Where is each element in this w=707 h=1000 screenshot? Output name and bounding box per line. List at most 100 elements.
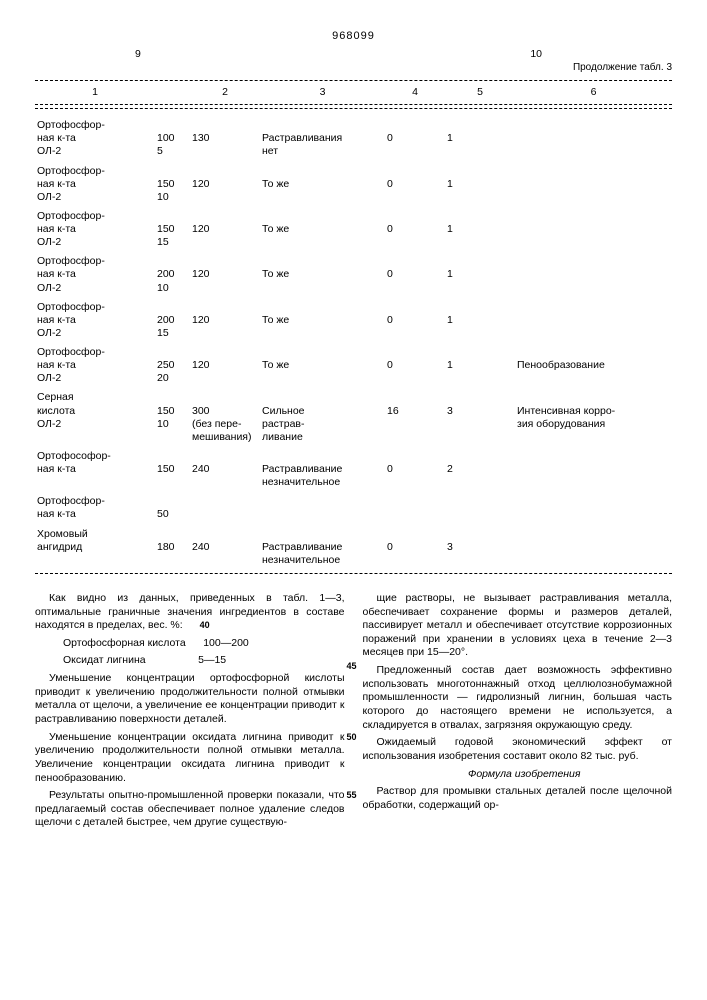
table-cell: Ортофосфор-ная к-таОЛ-2 xyxy=(35,165,155,204)
table-cell: 50 xyxy=(155,495,190,521)
table-row: Хромовыйангидрид180240Растравливаниенезн… xyxy=(35,528,672,567)
para-r3: Ожидаемый годовой экономический эффект о… xyxy=(363,736,673,763)
left-column: Как видно из данных, приведенных в табл.… xyxy=(35,592,345,834)
page-num-left: 9 xyxy=(135,48,141,61)
table-cell: 180 xyxy=(155,528,190,567)
table-cell: Растравливаниенезначительное xyxy=(260,450,385,489)
row-spec-1: Ортофосфорная кислота 100—200 xyxy=(35,637,345,651)
table-cell: 0 xyxy=(385,528,445,567)
table-cell: 1 xyxy=(445,255,515,294)
table-cell: 120 xyxy=(190,301,260,340)
table-cell: 16 xyxy=(385,391,445,444)
col-1: 1 xyxy=(35,86,155,99)
table-cell: СернаякислотаОЛ-2 xyxy=(35,391,155,444)
table-cell: То же xyxy=(260,346,385,385)
table-cell: 0 xyxy=(385,301,445,340)
table-cell: 120 xyxy=(190,210,260,249)
table-cell: 240 xyxy=(190,528,260,567)
table-cell: 1 xyxy=(445,119,515,158)
table-cell xyxy=(515,301,672,340)
formula-heading: Формула изобретения xyxy=(363,768,673,782)
table-cell: 15010 xyxy=(155,391,190,444)
table-row: СернаякислотаОЛ-215010300(без пере-мешив… xyxy=(35,391,672,444)
table-cell: 120 xyxy=(190,255,260,294)
para-r4: Раствор для промывки стальных деталей по… xyxy=(363,785,673,812)
row-spec-2: Оксидат лигнина 5—15 xyxy=(35,654,345,668)
table-cell: Растравливаниянет xyxy=(260,119,385,158)
table-cell: 1 xyxy=(445,301,515,340)
para-r2: Предложенный состав дает возможность эфф… xyxy=(363,664,673,732)
table-cell: Ортофосфор-ная к-таОЛ-2 xyxy=(35,210,155,249)
para-l1: Как видно из данных, приведенных в табл.… xyxy=(35,592,345,633)
table-row: Ортофософор-ная к-та150240Растравливание… xyxy=(35,450,672,489)
line-40: 40 xyxy=(186,620,198,632)
table-cell: Ортофософор-ная к-та xyxy=(35,450,155,489)
table-cell: 0 xyxy=(385,346,445,385)
table-cell: Ортофосфор-ная к-та xyxy=(35,495,155,521)
table-row: Ортофосфор-ная к-та50 xyxy=(35,495,672,521)
table-cell xyxy=(445,495,515,521)
page-num-right: 10 xyxy=(530,48,542,61)
table-cell: 25020 xyxy=(155,346,190,385)
table-row: Ортофосфор-ная к-таОЛ-21005130Растравлив… xyxy=(35,119,672,158)
table-cell: 1 xyxy=(445,165,515,204)
para-r1: щие растворы, не вызывает растравливания… xyxy=(363,592,673,660)
table-cell: Ортофосфор-ная к-таОЛ-2 xyxy=(35,346,155,385)
table-cell: Хромовыйангидрид xyxy=(35,528,155,567)
table-cell: Ортофосфор-ная к-таОЛ-2 xyxy=(35,255,155,294)
table-cell: 120 xyxy=(190,165,260,204)
table-cell xyxy=(385,495,445,521)
doc-number: 968099 xyxy=(35,30,672,44)
table-cell: 20015 xyxy=(155,301,190,340)
table-cell: 3 xyxy=(445,391,515,444)
table-cell xyxy=(515,119,672,158)
table-cell xyxy=(515,495,672,521)
table-cell xyxy=(515,450,672,489)
continuation-label: Продолжение табл. 3 xyxy=(573,62,672,75)
table-cell: 300(без пере-мешивания) xyxy=(190,391,260,444)
table-cell: 0 xyxy=(385,165,445,204)
table-cell: Сильноерастрав-ливание xyxy=(260,391,385,444)
table-cell: 0 xyxy=(385,255,445,294)
table-cell: То же xyxy=(260,210,385,249)
table-cell: 2 xyxy=(445,450,515,489)
table-cell xyxy=(515,210,672,249)
table-cell xyxy=(515,528,672,567)
table-cell xyxy=(260,495,385,521)
table-cell: 15010 xyxy=(155,165,190,204)
table-cell: Интенсивная корро-зия оборудования xyxy=(515,391,672,444)
para-l5: Уменьшение концентрации оксидата лигнина… xyxy=(35,731,345,786)
table-cell xyxy=(515,165,672,204)
table-row: Ортофосфор-ная к-таОЛ-225020120То же01Пе… xyxy=(35,346,672,385)
table-row: Ортофосфор-ная к-таОЛ-215015120То же01 xyxy=(35,210,672,249)
table-cell: 20010 xyxy=(155,255,190,294)
table-cell: 0 xyxy=(385,119,445,158)
table-cell: Ортофосфор-ная к-таОЛ-2 xyxy=(35,301,155,340)
table-cell: То же xyxy=(260,301,385,340)
table-cell: 130 xyxy=(190,119,260,158)
table-cell: Ортофосфор-ная к-таОЛ-2 xyxy=(35,119,155,158)
para-l6: Результаты опытно-промышленной проверки … xyxy=(35,789,345,830)
table-cell: Пенообразование xyxy=(515,346,672,385)
rule-bottom xyxy=(35,573,672,574)
col-3: 3 xyxy=(260,86,385,99)
table-cell xyxy=(190,495,260,521)
table-row: Ортофосфор-ная к-таОЛ-215010120То же01 xyxy=(35,165,672,204)
table-cell: 0 xyxy=(385,210,445,249)
table-cell: Растравливаниенезначительное xyxy=(260,528,385,567)
line-45: 45 xyxy=(333,661,345,673)
table-cell: 1 xyxy=(445,210,515,249)
right-column: щие растворы, не вызывает растравливания… xyxy=(363,592,673,834)
table-body: Ортофосфор-ная к-таОЛ-21005130Растравлив… xyxy=(35,119,672,567)
table-cell: То же xyxy=(260,165,385,204)
col-6: 6 xyxy=(515,86,672,99)
table-cell: 150 xyxy=(155,450,190,489)
rule-top2 xyxy=(35,104,672,105)
table-cell: 3 xyxy=(445,528,515,567)
column-header-row: 1 2 3 4 5 6 xyxy=(35,81,672,104)
rule-top3 xyxy=(35,108,672,109)
header: 968099 9 10 Продолжение табл. 3 xyxy=(35,30,672,80)
table-cell: 120 xyxy=(190,346,260,385)
table-cell: 0 xyxy=(385,450,445,489)
table-row: Ортофосфор-ная к-таОЛ-220010120То же01 xyxy=(35,255,672,294)
